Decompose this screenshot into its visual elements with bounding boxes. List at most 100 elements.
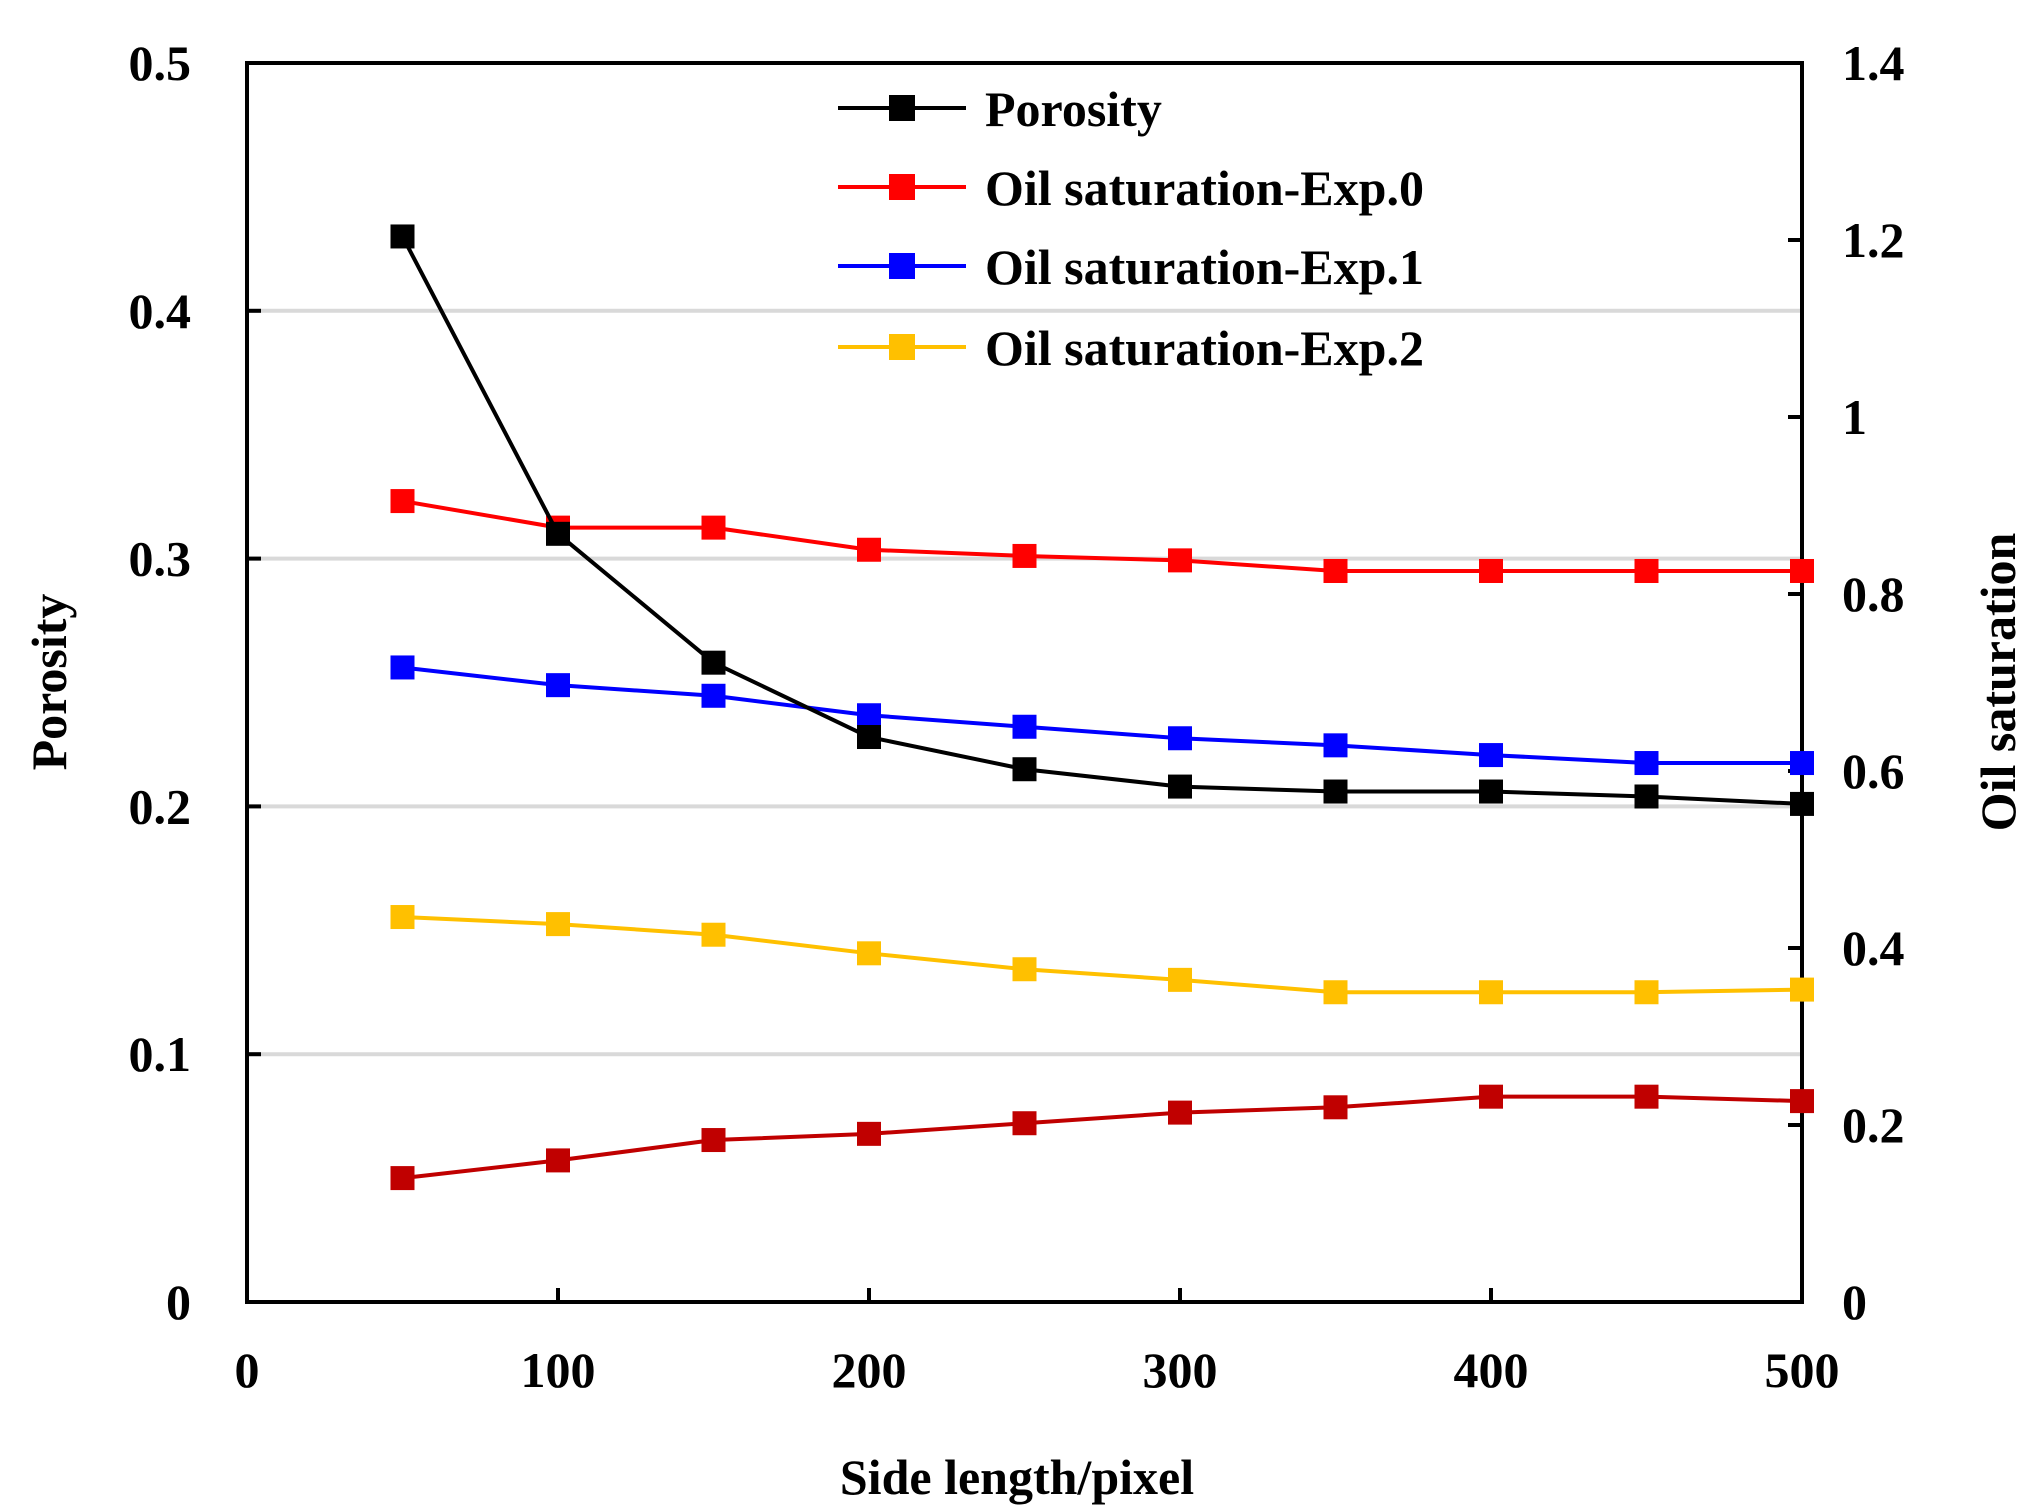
series-2-point-5 xyxy=(1168,726,1192,751)
series-4-point-9 xyxy=(1790,1089,1814,1114)
y-axis-right: 0 0.2 0.4 0.6 0.8 1 1.2 1.4 xyxy=(1788,35,1905,1330)
series-0-point-4 xyxy=(1012,757,1037,782)
series-3-point-3 xyxy=(857,941,881,966)
series-0 xyxy=(390,224,1814,816)
legend-item-exp1: Oil saturation-Exp.1 xyxy=(838,239,1424,295)
series-1-point-7 xyxy=(1479,558,1503,583)
series-3-point-7 xyxy=(1479,980,1503,1005)
series-3-point-2 xyxy=(701,922,726,947)
legend-item-exp0: Oil saturation-Exp.0 xyxy=(838,160,1424,216)
y-right-tick-label-3: 0.6 xyxy=(1842,743,1905,799)
series-line-2 xyxy=(402,665,1802,766)
x-tick-label-0: 0 xyxy=(235,1342,260,1398)
series-0-point-2 xyxy=(701,650,726,675)
legend-label-exp1: Oil saturation-Exp.1 xyxy=(985,239,1424,295)
series-1-point-3 xyxy=(857,537,881,562)
legend-label-exp0: Oil saturation-Exp.0 xyxy=(985,160,1424,216)
y-axis-left-title: Porosity xyxy=(21,594,77,771)
series-3-point-4 xyxy=(1012,957,1037,982)
series-3 xyxy=(390,905,1814,1005)
y-right-tick-label-0: 0 xyxy=(1842,1274,1867,1330)
legend-marker-exp2 xyxy=(889,334,915,360)
series-2-point-6 xyxy=(1323,733,1348,758)
series-4-point-3 xyxy=(857,1121,881,1146)
y-left-tick-label-2: 0.2 xyxy=(129,778,192,834)
y-right-tick-label-4: 0.8 xyxy=(1842,566,1905,622)
series-2-point-3 xyxy=(857,703,881,728)
series-0-point-6 xyxy=(1323,779,1348,804)
legend-marker-porosity xyxy=(889,95,915,121)
series-2-point-4 xyxy=(1012,714,1037,739)
series-4-point-6 xyxy=(1323,1095,1348,1120)
series-1-point-2 xyxy=(701,515,726,540)
series-0-point-7 xyxy=(1479,779,1503,804)
series-2-point-1 xyxy=(546,673,570,698)
series-0-point-9 xyxy=(1790,791,1814,816)
series-3-point-5 xyxy=(1168,967,1192,992)
series-2-point-2 xyxy=(701,683,726,708)
y-right-tick-label-7: 1.4 xyxy=(1842,35,1905,91)
series-4-point-4 xyxy=(1012,1111,1037,1136)
legend-marker-exp1 xyxy=(889,253,915,279)
series-4-point-7 xyxy=(1479,1084,1503,1109)
series-0-point-0 xyxy=(390,224,415,249)
series-3-point-9 xyxy=(1790,977,1814,1002)
y-axis-right-title: Oil saturation xyxy=(1970,532,2026,831)
y-left-tick-label-0: 0 xyxy=(166,1274,191,1330)
series-4 xyxy=(390,1084,1814,1191)
series-line-4 xyxy=(402,1094,1803,1181)
legend-label-porosity: Porosity xyxy=(985,81,1162,137)
series-3-point-0 xyxy=(390,905,415,930)
x-tick-label-1: 100 xyxy=(521,1342,596,1398)
y-right-tick-label-2: 0.4 xyxy=(1842,920,1905,976)
legend-item-porosity: Porosity xyxy=(838,81,1162,137)
series-0-point-3 xyxy=(857,725,881,750)
series-line-3 xyxy=(402,915,1803,995)
series-line-0 xyxy=(400,235,1803,806)
series-0-point-5 xyxy=(1168,774,1192,799)
series-3-point-6 xyxy=(1323,980,1348,1005)
series-3-point-8 xyxy=(1634,980,1659,1005)
series-0-point-8 xyxy=(1634,784,1659,809)
series-2-point-7 xyxy=(1479,743,1503,768)
series-4-point-5 xyxy=(1168,1100,1192,1125)
y-axis-left: 0 0.1 0.2 0.3 0.4 0.5 xyxy=(129,35,261,1330)
series-1-point-4 xyxy=(1012,543,1037,568)
series-1-point-8 xyxy=(1634,558,1659,583)
series-1-point-9 xyxy=(1790,558,1814,583)
legend: Porosity Oil saturation-Exp.0 Oil satura… xyxy=(838,81,1424,376)
x-tick-label-3: 300 xyxy=(1143,1342,1218,1398)
x-axis: 0 100 200 300 400 500 xyxy=(235,1288,1840,1398)
series-line-1 xyxy=(402,499,1802,573)
y-left-tick-label-5: 0.5 xyxy=(129,35,192,91)
series-2-point-9 xyxy=(1790,751,1814,776)
y-left-tick-label-3: 0.3 xyxy=(129,531,192,587)
x-axis-title: Side length/pixel xyxy=(840,1449,1194,1505)
x-tick-label-5: 500 xyxy=(1765,1342,1840,1398)
series-2-point-0 xyxy=(390,655,415,680)
y-left-tick-label-4: 0.4 xyxy=(129,283,192,339)
x-tick-label-2: 200 xyxy=(832,1342,907,1398)
series-1-point-0 xyxy=(390,489,415,514)
y-right-tick-label-5: 1 xyxy=(1842,389,1867,445)
series-4-point-2 xyxy=(701,1128,726,1153)
series-4-point-1 xyxy=(546,1148,570,1173)
legend-marker-exp0 xyxy=(889,174,915,200)
series-layer xyxy=(390,224,1814,1191)
series-3-point-1 xyxy=(546,912,570,937)
series-4-point-8 xyxy=(1634,1084,1659,1109)
plot-frame xyxy=(245,61,1804,1304)
series-2 xyxy=(390,655,1814,776)
series-0-point-1 xyxy=(546,521,570,546)
series-4-point-0 xyxy=(390,1166,415,1191)
series-1-point-6 xyxy=(1323,558,1348,583)
legend-item-exp2: Oil saturation-Exp.2 xyxy=(838,320,1424,376)
series-2-point-8 xyxy=(1634,751,1659,776)
y-right-tick-label-6: 1.2 xyxy=(1842,212,1905,268)
y-right-tick-label-1: 0.2 xyxy=(1842,1097,1905,1153)
y-left-tick-label-1: 0.1 xyxy=(129,1026,192,1082)
x-tick-label-4: 400 xyxy=(1454,1342,1529,1398)
legend-label-exp2: Oil saturation-Exp.2 xyxy=(985,320,1424,376)
